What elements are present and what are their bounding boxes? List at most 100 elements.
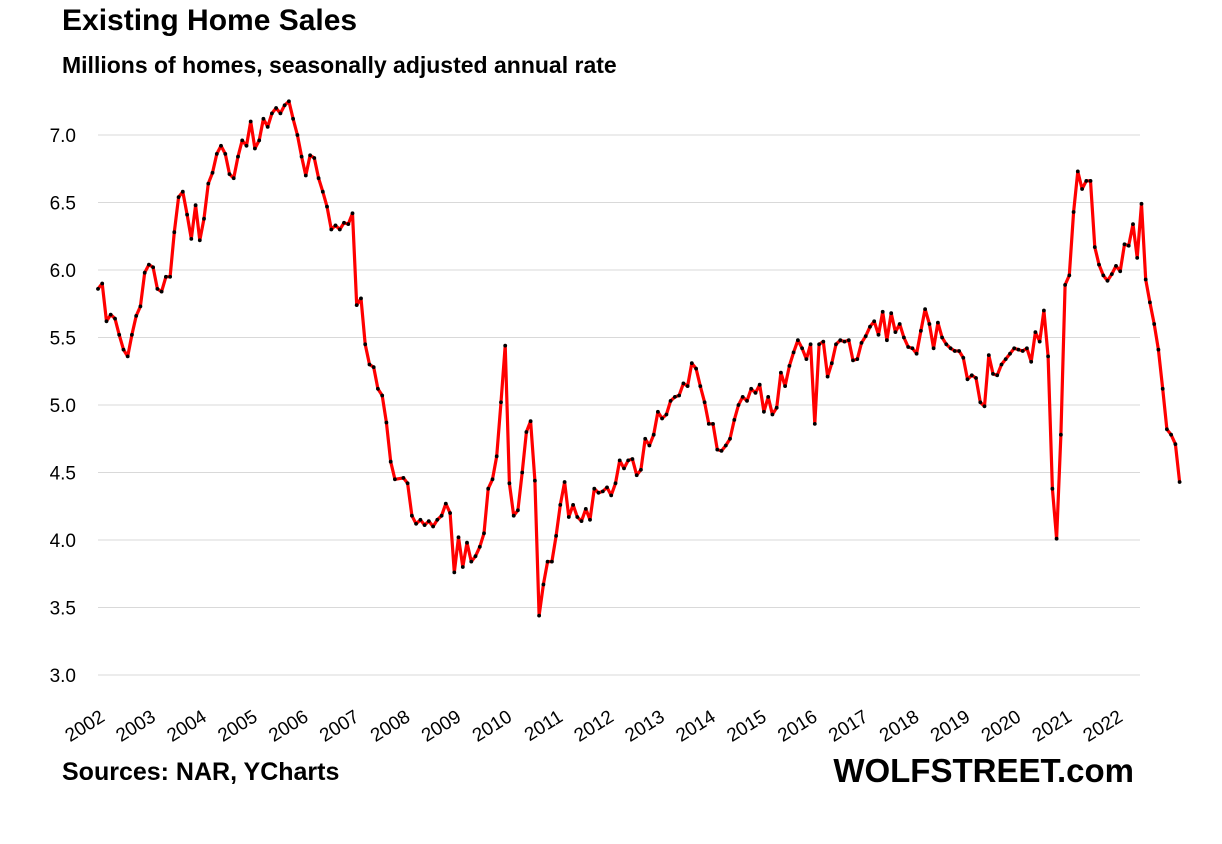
data-point: [592, 486, 597, 491]
data-point: [571, 503, 575, 507]
data-point: [936, 320, 940, 325]
x-tick-label: 2014: [672, 706, 719, 746]
data-point: [180, 189, 185, 194]
data-point: [346, 222, 351, 227]
data-point: [511, 513, 516, 518]
data-point: [952, 349, 957, 353]
data-point: [274, 106, 278, 110]
data-point: [1156, 347, 1161, 352]
data-point: [630, 457, 635, 461]
data-point: [863, 334, 868, 339]
data-point: [910, 346, 915, 351]
data-point: [800, 346, 804, 351]
data-point: [104, 319, 109, 324]
data-point: [231, 176, 236, 181]
data-point: [482, 531, 486, 536]
data-point: [537, 613, 541, 618]
data-point: [812, 422, 817, 426]
chart-subtitle: Millions of homes, seasonally adjusted a…: [62, 52, 617, 78]
data-point: [117, 332, 122, 337]
y-tick-label: 6.5: [50, 194, 76, 215]
data-point: [626, 458, 631, 463]
data-point: [982, 404, 987, 409]
data-point: [1097, 262, 1101, 267]
data-point: [342, 220, 346, 225]
data-point: [1067, 273, 1072, 278]
series-line-group: [96, 99, 1182, 618]
data-point: [189, 237, 194, 241]
y-tick-label: 5.5: [50, 329, 76, 350]
x-tick-label: 2002: [62, 706, 109, 746]
data-point: [897, 322, 902, 326]
data-point: [473, 554, 478, 559]
data-point: [842, 339, 847, 344]
data-point: [147, 262, 151, 267]
data-point: [876, 332, 881, 337]
data-point: [494, 454, 499, 459]
data-point: [940, 335, 944, 340]
data-point: [1118, 269, 1123, 274]
data-point: [388, 459, 393, 464]
data-point: [689, 361, 694, 366]
data-point: [753, 391, 758, 395]
data-point: [206, 181, 211, 186]
data-point: [1109, 272, 1114, 276]
data-point: [533, 478, 537, 483]
data-point: [1054, 536, 1059, 541]
data-point: [1173, 442, 1178, 446]
data-point: [448, 511, 452, 515]
data-point: [130, 332, 134, 337]
x-axis-tick-labels: 2002 2003 2004 2005 2006 2007 2008 2009 2010 2011…: [62, 706, 1127, 746]
data-point: [914, 351, 919, 356]
data-point: [931, 346, 936, 351]
y-tick-label: 3.0: [50, 666, 76, 687]
data-point: [694, 366, 698, 371]
data-point: [350, 211, 355, 216]
data-point: [1126, 243, 1131, 248]
data-point: [299, 154, 304, 159]
data-point: [859, 341, 864, 345]
data-point: [999, 362, 1004, 367]
x-tick-label: 2015: [723, 706, 770, 746]
data-point: [376, 386, 380, 391]
data-point: [660, 416, 664, 421]
data-point: [1105, 278, 1110, 283]
data-point: [643, 436, 648, 441]
data-point: [774, 405, 779, 410]
data-point: [1046, 354, 1050, 359]
data-point: [995, 373, 1000, 378]
x-tick-label: 2007: [316, 706, 363, 746]
data-point: [244, 143, 249, 148]
data-point: [359, 296, 363, 301]
data-point: [261, 116, 266, 121]
data-point: [1012, 346, 1017, 351]
data-point: [829, 361, 834, 366]
data-point: [384, 420, 389, 425]
data-point: [1092, 245, 1097, 250]
x-tick-label: 2006: [265, 706, 312, 746]
data-point: [550, 559, 554, 564]
data-point: [906, 345, 911, 349]
data-point: [410, 513, 414, 518]
data-point: [96, 287, 100, 291]
chart-title: Existing Home Sales: [62, 4, 358, 37]
data-point: [1169, 432, 1173, 437]
data-point: [312, 156, 317, 160]
data-point: [944, 342, 949, 347]
data-point: [787, 364, 792, 368]
data-point: [414, 521, 418, 526]
data-point: [885, 338, 889, 343]
data-point: [1029, 359, 1034, 364]
data-point: [1037, 339, 1042, 344]
data-point: [460, 565, 465, 569]
y-tick-label: 5.0: [50, 396, 76, 417]
data-point: [524, 430, 529, 434]
data-point: [214, 152, 219, 156]
data-point: [978, 400, 983, 405]
x-tick-label: 2009: [418, 706, 465, 746]
data-point: [426, 519, 431, 523]
data-point: [253, 146, 257, 151]
x-tick-label: 2010: [469, 706, 516, 746]
data-point: [825, 374, 830, 379]
data-point: [490, 477, 495, 482]
